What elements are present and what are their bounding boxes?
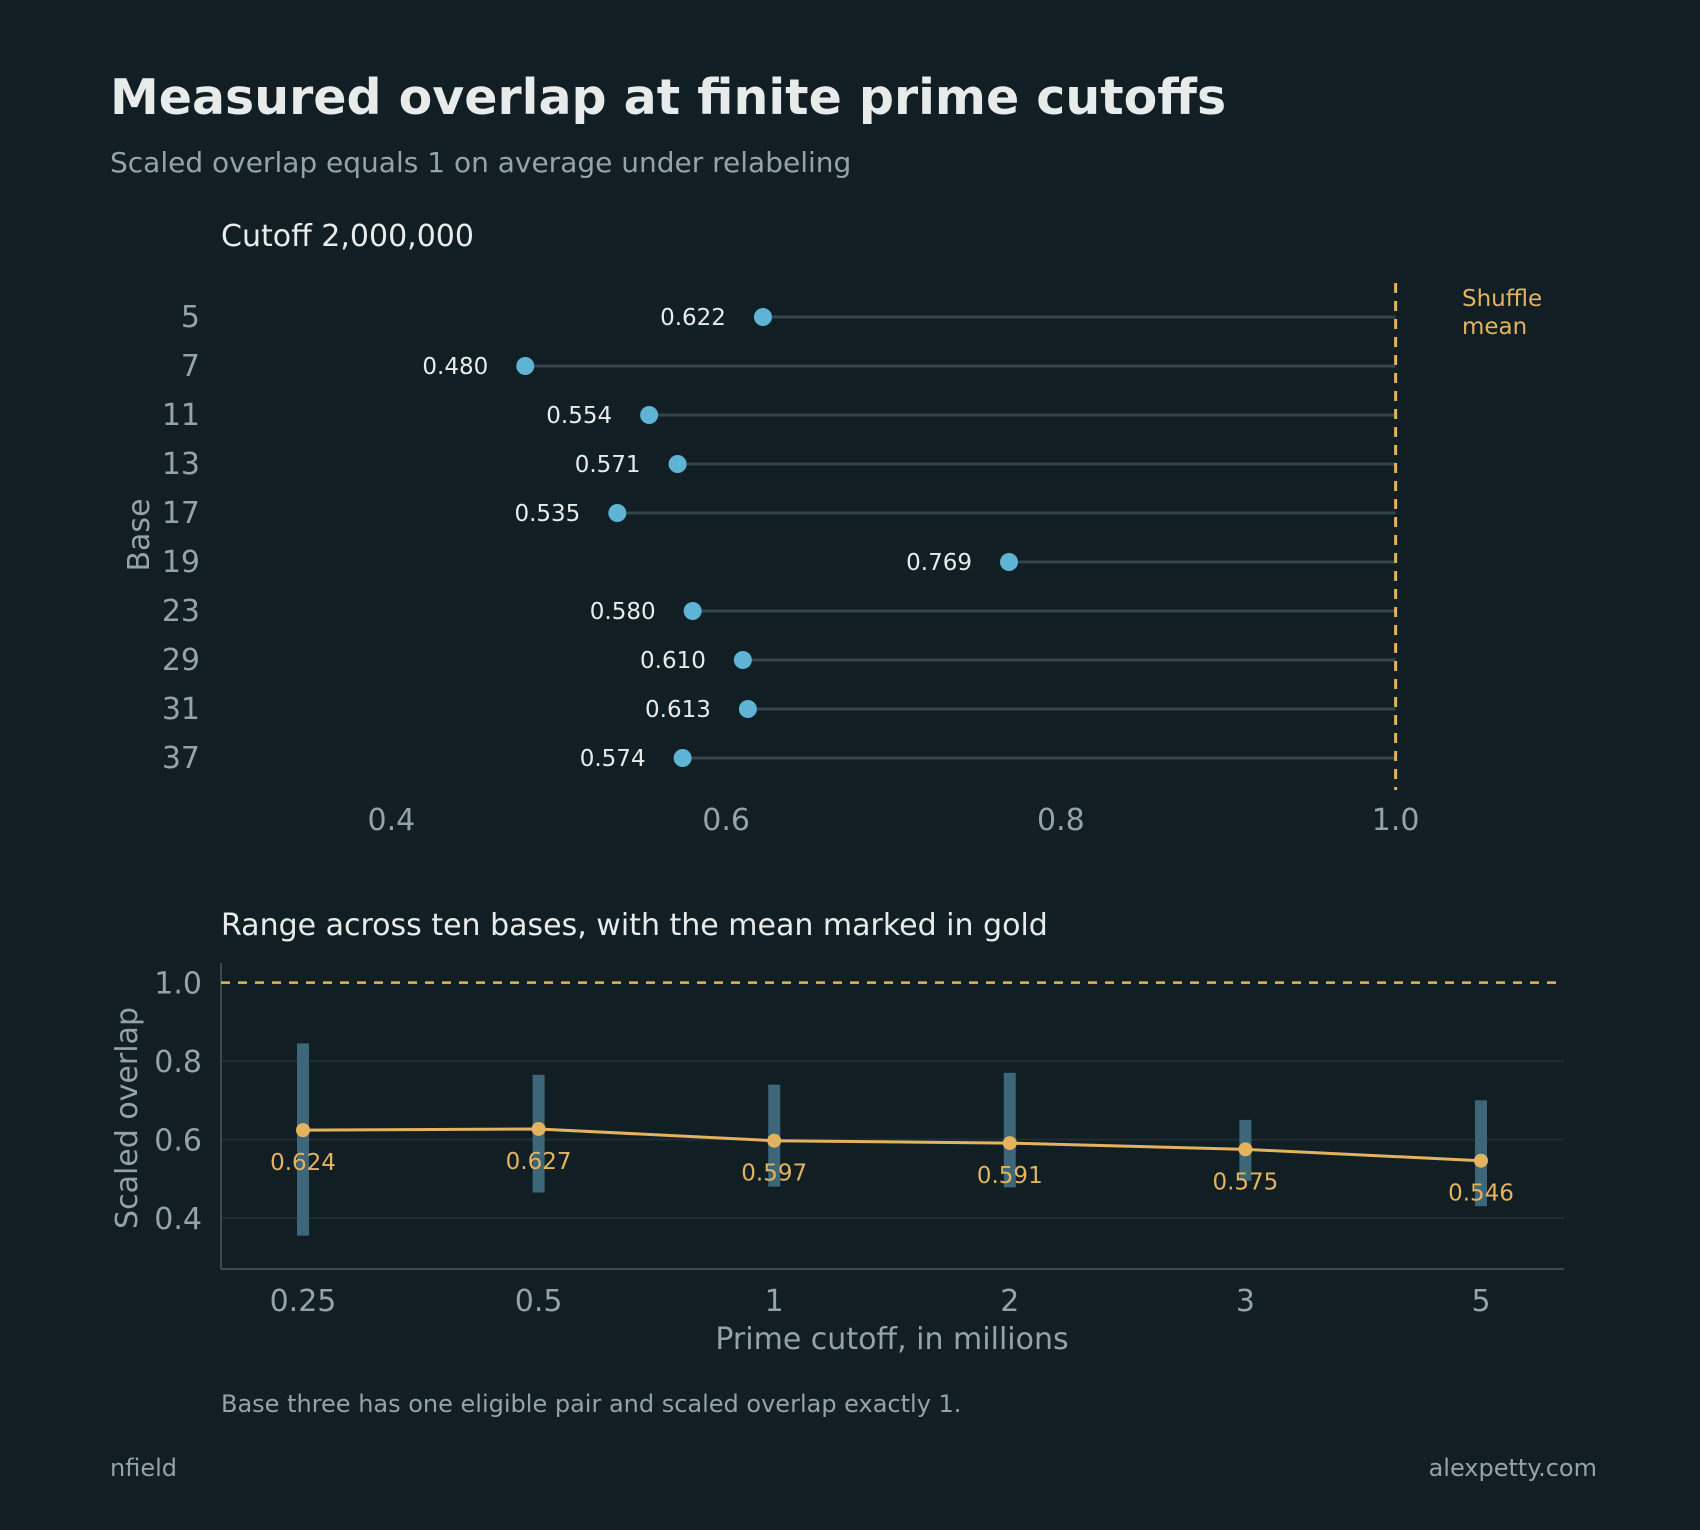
range-bar-2 xyxy=(1003,1072,1016,1188)
x-tick-0.8: 0.8 xyxy=(1037,803,1085,838)
dot-base-11 xyxy=(640,406,659,424)
y-tick-base-7: 7 xyxy=(181,349,200,384)
range-bar-5 xyxy=(1475,1100,1487,1207)
mean-point-5 xyxy=(1474,1153,1488,1168)
y-tick-base-13: 13 xyxy=(162,447,200,482)
value-label-base-11: 0.554 xyxy=(546,403,612,429)
mean-point-0.25 xyxy=(296,1123,310,1138)
footer-right: alexpetty.com xyxy=(1429,1454,1597,1482)
chart-subtitle: Scaled overlap equals 1 on average under… xyxy=(110,146,851,179)
value-label-base-23: 0.580 xyxy=(590,599,656,625)
x-tick-1: 1 xyxy=(765,1284,784,1319)
mean-point-3 xyxy=(1238,1142,1253,1157)
mean-label-5: 0.546 xyxy=(1448,1181,1514,1207)
value-label-base-13: 0.571 xyxy=(575,452,641,478)
x-tick-5: 5 xyxy=(1471,1284,1490,1319)
dot-panel-title: Cutoff 2,000,000 xyxy=(221,219,474,254)
dot-base-7 xyxy=(516,357,535,375)
x-tick-0.25: 0.25 xyxy=(270,1284,337,1319)
x-tick-0.5: 0.5 xyxy=(515,1284,563,1319)
footnote: Base three has one eligible pair and sca… xyxy=(221,1390,961,1418)
y-tick-0.4: 0.4 xyxy=(154,1202,202,1237)
x-tick-2: 2 xyxy=(1000,1284,1019,1319)
range-panel-y-axis-label: Scaled overlap xyxy=(110,1007,145,1229)
footer-left: nfield xyxy=(110,1454,177,1482)
y-tick-0.6: 0.6 xyxy=(154,1124,202,1159)
y-tick-base-37: 37 xyxy=(162,741,200,776)
mean-label-0.5: 0.627 xyxy=(506,1149,572,1175)
y-tick-base-19: 19 xyxy=(162,545,200,580)
value-label-base-31: 0.613 xyxy=(645,697,711,723)
mean-line xyxy=(302,1127,1482,1163)
mean-label-0.25: 0.624 xyxy=(270,1150,336,1176)
y-tick-base-11: 11 xyxy=(162,398,200,433)
dot-base-5 xyxy=(753,308,772,326)
dot-panel: Cutoff 2,000,000 Base Shuffle mean 5 0.62… xyxy=(122,219,1542,838)
x-tick-0.6: 0.6 xyxy=(702,803,750,838)
value-label-base-29: 0.610 xyxy=(640,648,706,674)
mean-label-3: 0.575 xyxy=(1212,1169,1278,1195)
mean-label-2: 0.591 xyxy=(977,1163,1043,1189)
dot-base-31 xyxy=(738,700,757,718)
y-tick-base-17: 17 xyxy=(162,496,200,531)
x-tick-1.0: 1.0 xyxy=(1372,803,1420,838)
mean-point-0.5 xyxy=(531,1121,546,1136)
value-label-base-17: 0.535 xyxy=(514,501,580,527)
range-panel: Range across ten bases, with the mean ma… xyxy=(110,908,1564,1357)
range-panel-x-axis-label: Prime cutoff, in millions xyxy=(715,1322,1068,1357)
dot-base-17 xyxy=(608,504,627,522)
mean-point-1 xyxy=(767,1133,782,1148)
y-tick-base-23: 23 xyxy=(162,594,200,629)
x-tick-3: 3 xyxy=(1236,1284,1255,1319)
dot-base-23 xyxy=(683,602,702,620)
range-bar-0.25 xyxy=(297,1043,309,1236)
value-label-base-19: 0.769 xyxy=(906,550,972,576)
value-label-base-7: 0.480 xyxy=(422,354,488,380)
dot-panel-y-axis-label: Base xyxy=(122,498,157,571)
dot-base-19 xyxy=(999,553,1018,571)
mean-point-2 xyxy=(1002,1136,1017,1151)
y-tick-base-5: 5 xyxy=(181,300,200,335)
dot-base-13 xyxy=(668,455,687,473)
dot-base-37 xyxy=(673,749,692,767)
y-tick-1.0: 1.0 xyxy=(154,967,202,1002)
y-tick-0.8: 0.8 xyxy=(154,1045,202,1080)
value-label-base-37: 0.574 xyxy=(580,746,646,772)
value-label-base-5: 0.622 xyxy=(660,305,726,331)
mean-label-1: 0.597 xyxy=(741,1161,807,1187)
shuffle-mean-label-line2: mean xyxy=(1462,314,1527,340)
y-tick-base-31: 31 xyxy=(162,692,200,727)
shuffle-mean-label-line1: Shuffle xyxy=(1462,286,1542,312)
y-tick-base-29: 29 xyxy=(162,643,200,678)
range-panel-title: Range across ten bases, with the mean ma… xyxy=(221,908,1048,943)
x-tick-0.4: 0.4 xyxy=(368,803,416,838)
chart-title: Measured overlap at finite prime cutoffs xyxy=(110,69,1226,126)
dot-base-29 xyxy=(733,651,752,669)
